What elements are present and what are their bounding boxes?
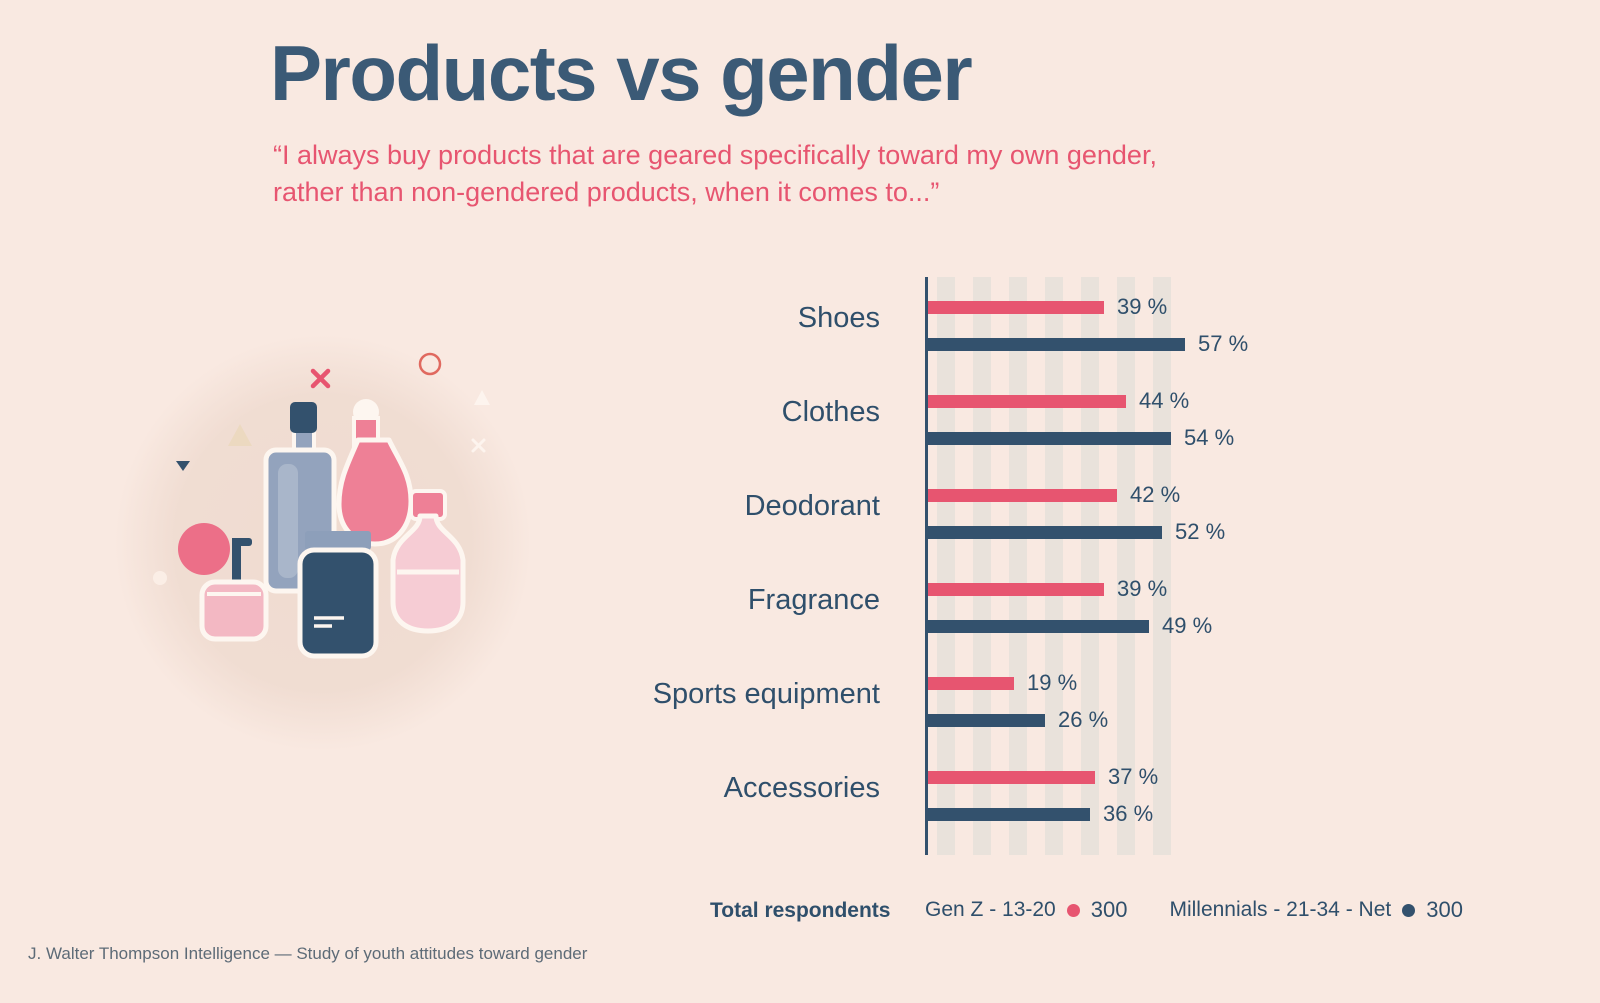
dot-decor-white-icon <box>153 571 167 585</box>
bar-line: 49 % <box>928 613 1212 638</box>
subtitle-line-1: “I always buy products that are geared s… <box>273 140 1157 170</box>
flask-bottle-icon <box>297 531 379 659</box>
page-title: Products vs gender <box>270 29 973 117</box>
bar-value-label: 39 % <box>1117 576 1168 601</box>
bar-line: 44 % <box>928 388 1189 413</box>
genz-dot-icon <box>1066 903 1080 917</box>
lotion-bottle-icon <box>390 489 466 634</box>
bar-value-label: 26 % <box>1058 707 1109 732</box>
circle-decor-outline-icon <box>418 352 442 376</box>
bar-value-label: 19 % <box>1027 670 1078 695</box>
gen-z-bar <box>928 300 1104 314</box>
chart-row: Sports equipment 19 % 26 % <box>653 653 1500 747</box>
bar-chart: Shoes 39 % 57 % Clothes 44 % 54 % Deodorant 42 … <box>653 277 1500 855</box>
category-label: Accessories <box>723 772 880 804</box>
bar-line: 42 % <box>928 482 1180 507</box>
millennials-dot-icon <box>1402 903 1416 917</box>
cross-decor-pink-icon <box>310 368 331 389</box>
bar-line: 52 % <box>928 519 1225 544</box>
gen-z-bar <box>928 582 1104 596</box>
millennials-bar <box>928 525 1162 539</box>
bar-line: 36 % <box>928 801 1153 826</box>
millennials-bar <box>928 337 1185 351</box>
category-label: Sports equipment <box>652 678 880 710</box>
legend-total-label: Total respondents <box>710 899 891 922</box>
category-label: Deodorant <box>744 490 880 522</box>
millennials-bar <box>928 619 1149 633</box>
category-label: Shoes <box>797 302 880 334</box>
legend-genz-label: Gen Z - 13-20 <box>925 898 1056 921</box>
bar-value-label: 57 % <box>1198 331 1249 356</box>
cream-jar-icon <box>199 579 269 642</box>
millennials-bar <box>928 807 1090 821</box>
chart-legend: Gen Z - 13-20 300 Millennials - 21-34 - … <box>925 897 1463 923</box>
bar-value-label: 54 % <box>1184 425 1235 450</box>
bar-line: 26 % <box>928 707 1108 732</box>
bar-line: 37 % <box>928 764 1158 789</box>
bar-value-label: 42 % <box>1130 482 1181 507</box>
gen-z-bar <box>928 488 1117 502</box>
atomizer-bulb-icon <box>178 523 252 584</box>
bar-line: 57 % <box>928 331 1248 356</box>
triangle-decor-navy-icon <box>176 461 190 471</box>
bar-line: 39 % <box>928 294 1167 319</box>
bar-line: 54 % <box>928 425 1234 450</box>
bar-value-label: 36 % <box>1103 801 1154 826</box>
chart-y-axis <box>925 277 928 855</box>
bar-value-label: 37 % <box>1108 764 1159 789</box>
millennials-bar <box>928 431 1171 445</box>
legend-millennials-count: 300 <box>1426 897 1463 922</box>
legend-genz-count: 300 <box>1090 897 1128 922</box>
triangle-decor-tan-icon <box>228 424 252 446</box>
bar-line: 39 % <box>928 576 1167 601</box>
bar-value-label: 49 % <box>1162 613 1213 638</box>
chart-row: Clothes 44 % 54 % <box>700 371 1500 465</box>
gen-z-bar <box>928 676 1014 690</box>
perfume-bottle-icon <box>336 399 414 547</box>
chart-row: Shoes 39 % 57 % <box>700 277 1500 371</box>
bar-value-label: 39 % <box>1117 294 1168 319</box>
bar-line: 19 % <box>928 670 1077 695</box>
source-attribution: J. Walter Thompson Intelligence — Study … <box>28 944 588 963</box>
gen-z-bar <box>928 394 1126 408</box>
legend-item-genz: Gen Z - 13-20 300 <box>925 897 1127 923</box>
millennials-bar <box>928 713 1045 727</box>
chart-row: Fragrance 39 % 49 % <box>700 559 1500 653</box>
legend-item-millennials: Millennials - 21-34 - Net 300 <box>1169 897 1462 923</box>
chart-rows: Shoes 39 % 57 % Clothes 44 % 54 % Deodorant 42 … <box>653 277 1500 855</box>
category-label: Fragrance <box>747 584 880 616</box>
legend-millennials-label: Millennials - 21-34 - Net <box>1169 898 1392 921</box>
triangle-decor-white-icon <box>474 390 490 405</box>
bar-value-label: 44 % <box>1139 388 1190 413</box>
bar-value-label: 52 % <box>1175 519 1226 544</box>
cosmetics-illustration <box>115 335 531 751</box>
chart-row: Deodorant 42 % 52 % <box>700 465 1500 559</box>
chart-gridlines <box>927 277 1180 855</box>
subtitle-line-2: rather than non-gendered products, when … <box>273 177 940 207</box>
chart-row: Accessories 37 % 36 % <box>700 747 1500 841</box>
gen-z-bar <box>928 770 1095 784</box>
page-subtitle: “I always buy products that are geared s… <box>273 137 1157 211</box>
category-label: Clothes <box>781 396 880 428</box>
cross-decor-white-icon <box>471 438 486 453</box>
